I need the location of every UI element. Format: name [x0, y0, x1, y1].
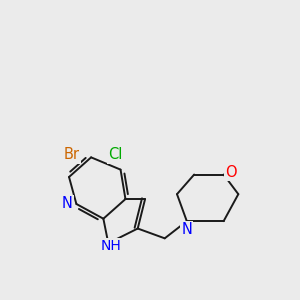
Text: N: N: [62, 196, 73, 211]
Text: Cl: Cl: [109, 147, 123, 162]
Text: N: N: [182, 222, 192, 237]
Text: Br: Br: [64, 147, 80, 162]
Text: NH: NH: [100, 239, 121, 253]
Text: O: O: [225, 165, 237, 180]
